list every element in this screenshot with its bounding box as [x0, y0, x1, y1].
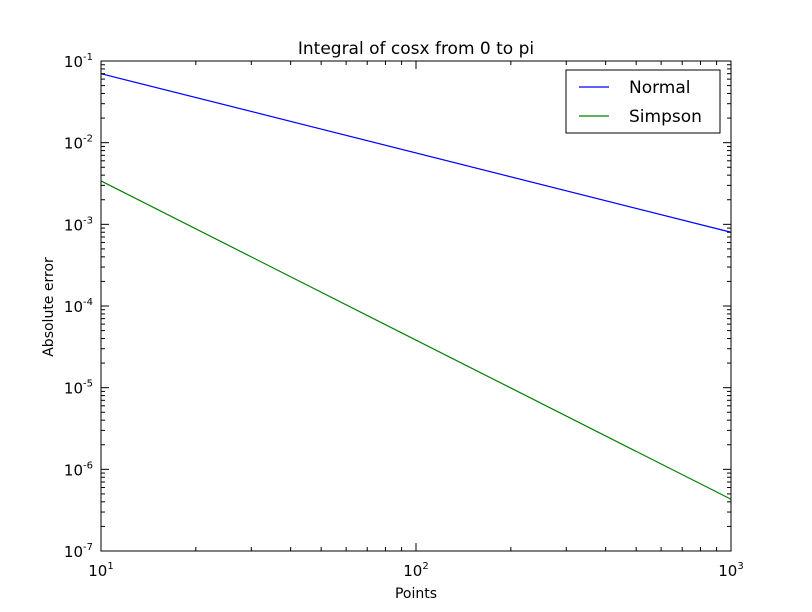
y-axis-label: Absolute error	[41, 257, 57, 357]
legend-label-normal: Normal	[629, 78, 691, 98]
y-tick-label-exponent: -3	[83, 215, 93, 226]
x-tick-label: 101	[88, 561, 113, 580]
y-tick-label: 10-1	[64, 52, 93, 71]
chart-title: Integral of cosx from 0 to pi	[298, 39, 534, 59]
y-tick-label-base: 10	[64, 216, 83, 234]
y-tick-label-base: 10	[64, 461, 83, 479]
x-tick-label: 103	[718, 561, 743, 580]
series-line-simpson	[100, 180, 732, 500]
y-tick-label-exponent: -7	[83, 542, 93, 553]
plot-background	[101, 61, 731, 551]
y-tick-label-base: 10	[64, 298, 83, 316]
y-tick-label-base: 10	[64, 543, 83, 561]
y-tick-label-exponent: -2	[83, 134, 93, 145]
y-tick-label-exponent: -1	[83, 52, 93, 63]
legend-label-simpson: Simpson	[629, 107, 702, 127]
y-tick-label-exponent: -5	[83, 379, 93, 390]
x-tick-label-exponent: 2	[422, 561, 428, 572]
y-tick-label: 10-7	[64, 542, 93, 561]
y-tick-label: 10-5	[64, 379, 93, 398]
x-tick-label-base: 10	[403, 562, 422, 580]
y-tick-label: 10-2	[64, 134, 93, 153]
y-tick-label-exponent: -4	[83, 297, 93, 308]
x-tick-label-exponent: 1	[107, 561, 113, 572]
y-tick-label-base: 10	[64, 53, 83, 71]
x-tick-label-base: 10	[88, 562, 107, 580]
y-tick-label: 10-3	[64, 215, 93, 234]
y-tick-label: 10-6	[64, 460, 93, 479]
legend: Normal Simpson	[565, 69, 721, 134]
x-axis-label: Points	[395, 586, 437, 602]
x-tick-label-exponent: 3	[737, 561, 743, 572]
y-tick-label-base: 10	[64, 135, 83, 153]
y-tick-label: 10-4	[64, 297, 93, 316]
x-tick-label-base: 10	[718, 562, 737, 580]
legend-box	[565, 69, 721, 134]
series-line-normal	[100, 73, 732, 233]
y-tick-label-exponent: -6	[83, 460, 93, 471]
y-tick-label-base: 10	[64, 380, 83, 398]
x-tick-label: 102	[403, 561, 428, 580]
